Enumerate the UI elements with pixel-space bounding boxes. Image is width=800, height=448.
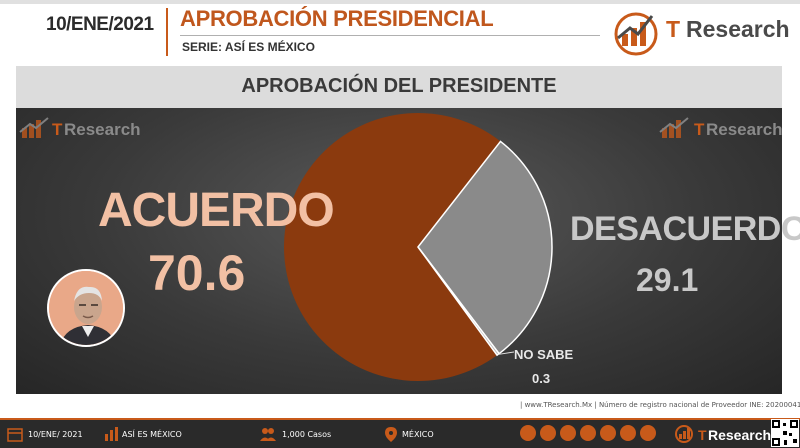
avatar: [47, 269, 125, 347]
footer: [0, 418, 800, 448]
brand-name-rest: Research: [686, 16, 790, 42]
chart-title-bar: [16, 66, 782, 108]
watermark-rest: Research: [64, 120, 141, 139]
slice-label-no-sabe: NO SABE: [514, 347, 574, 362]
facebook-icon[interactable]: [580, 425, 596, 441]
leader-line-no-sabe: [498, 351, 515, 355]
slice-value-acuerdo: 70.6: [148, 245, 246, 301]
watermark-t: T: [52, 120, 63, 139]
pie-slice-desacuerdo: [417, 140, 553, 355]
slice-value-desacuerdo: 29.1: [636, 262, 699, 298]
watermark-logo-icon: [659, 117, 689, 138]
page-title: APROBACIÓN PRESIDENCIAL: [180, 6, 494, 31]
brand-name-t: T: [666, 16, 681, 42]
slice-value-no-sabe: 0.3: [532, 371, 551, 386]
youtube-icon[interactable]: [640, 425, 656, 441]
footer-brand-rest: Research: [708, 427, 772, 443]
pie-slice-acuerdo: [284, 112, 501, 381]
slice-label-acuerdo: ACUERDO: [98, 184, 335, 237]
tresearch-logo-icon: [614, 12, 658, 56]
footer-country: MÉXICO: [402, 430, 434, 439]
page-subtitle: SERIE: ASÍ ES MÉXICO: [182, 40, 315, 54]
linkedin-icon[interactable]: [620, 425, 636, 441]
tresearch-logo-icon: [675, 425, 693, 443]
slice-label-desacuerdo: DESACUERDO: [570, 210, 800, 248]
map-pin-icon: [385, 427, 397, 442]
watermark-rest: Research: [706, 120, 783, 139]
footer-series: ASÍ ES MÉXICO: [122, 430, 182, 439]
telegram-icon[interactable]: [540, 425, 556, 441]
header-top-bar: [0, 0, 800, 4]
header-date: 10/ENE/2021: [46, 14, 154, 35]
header-underline: [180, 35, 600, 36]
footer-brand-t: T: [698, 427, 707, 443]
people-icon: [260, 428, 276, 441]
footer-cases: 1,000 Casos: [282, 430, 332, 439]
watermark-logo-icon: [19, 117, 49, 138]
whatsapp-icon[interactable]: [520, 425, 536, 441]
qr-code-icon[interactable]: [771, 419, 799, 447]
source-line: | www.TResearch.Mx | Número de registro …: [520, 401, 800, 409]
twitter-icon[interactable]: [600, 425, 616, 441]
chart-title: APROBACIÓN DEL PRESIDENTE: [241, 75, 557, 97]
watermark-t: T: [694, 120, 705, 139]
calendar-icon: [7, 428, 23, 442]
footer-date: 10/ENE/ 2021: [28, 430, 83, 439]
instagram-icon[interactable]: [560, 425, 576, 441]
person-portrait-icon: [49, 271, 123, 345]
header: [0, 0, 800, 62]
header-divider: [166, 8, 168, 56]
chart-bars-icon: [105, 427, 118, 441]
